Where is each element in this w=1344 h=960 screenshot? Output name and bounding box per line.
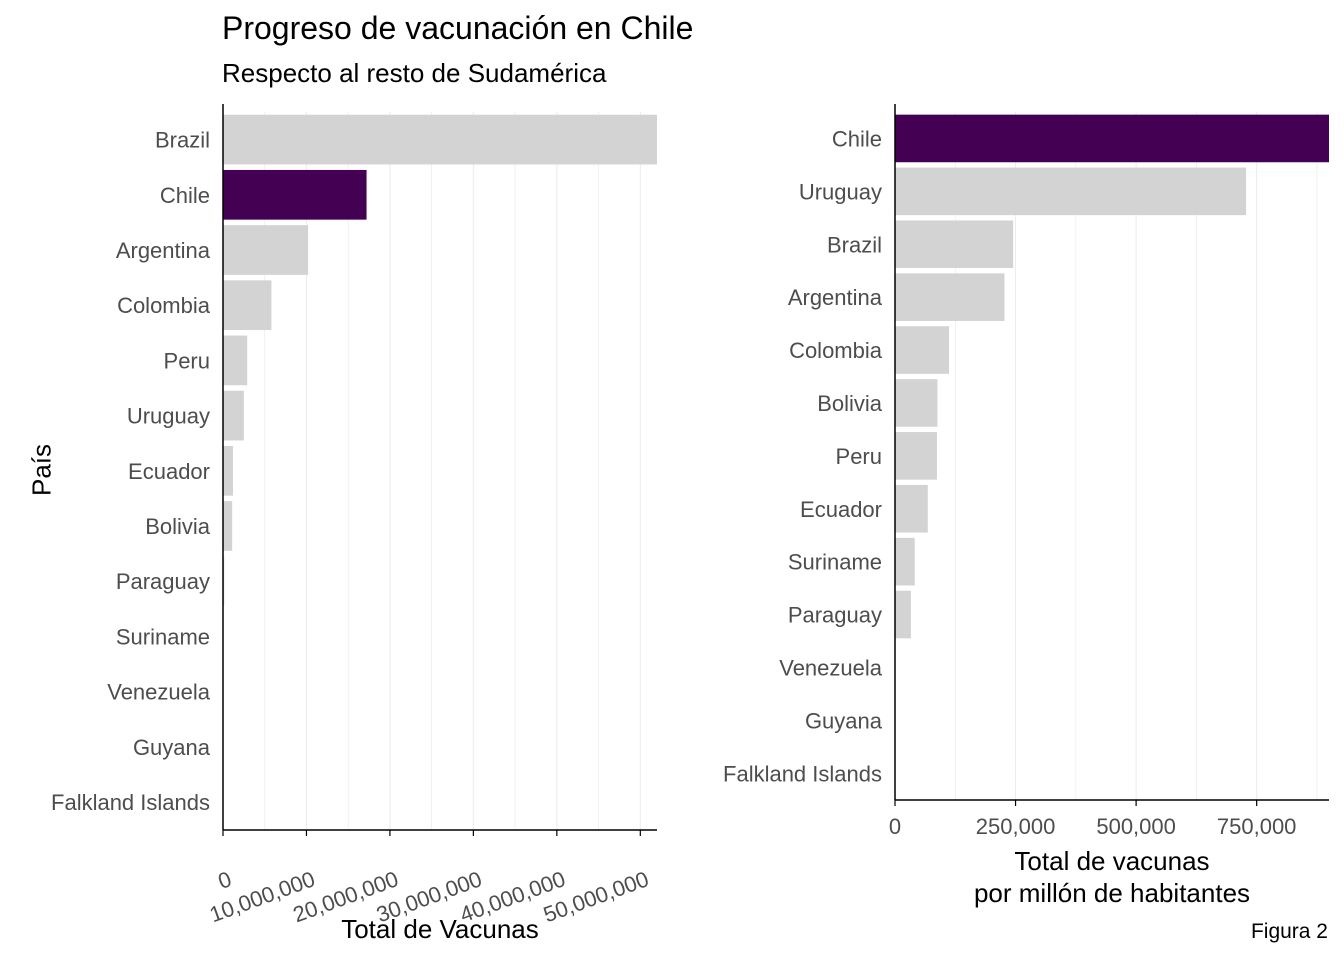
x-tick-label: 0 bbox=[215, 866, 235, 894]
figure-caption: Figura 2 bbox=[1250, 920, 1328, 943]
x-tick-label: 250,000 bbox=[976, 814, 1056, 839]
category-label: Guyana bbox=[805, 708, 883, 733]
x-tick-label: 500,000 bbox=[1096, 814, 1176, 839]
category-label: Brazil bbox=[827, 232, 882, 257]
bar-paraguay bbox=[895, 590, 911, 639]
bar-chile bbox=[223, 169, 367, 220]
category-label: Falkland Islands bbox=[51, 790, 210, 815]
bar-peru bbox=[895, 432, 937, 480]
x-tick-label: 0 bbox=[889, 814, 901, 839]
chart-subtitle: Respecto al resto de Sudamérica bbox=[222, 58, 607, 88]
bar-uruguay bbox=[895, 167, 1247, 216]
bar-ecuador bbox=[223, 445, 234, 496]
category-label: Bolivia bbox=[145, 514, 211, 539]
category-label: Paraguay bbox=[116, 569, 210, 594]
category-label: Colombia bbox=[789, 338, 883, 363]
category-label: Colombia bbox=[117, 293, 211, 318]
bar-brazil bbox=[223, 114, 657, 165]
category-label: Bolivia bbox=[817, 391, 883, 416]
bar-uruguay bbox=[223, 390, 244, 441]
x-tick-label: 750,000 bbox=[1217, 814, 1297, 839]
x-axis-title: por millón de habitantes bbox=[974, 878, 1250, 908]
category-label: Ecuador bbox=[800, 497, 882, 522]
category-label: Argentina bbox=[788, 285, 883, 310]
category-label: Suriname bbox=[116, 624, 210, 649]
chart-total-vacunas: Brazil Chile Argentina Colombia Peru Uruguay E… bbox=[51, 104, 657, 944]
bar-colombia bbox=[223, 280, 272, 331]
chart-title: Progreso de vacunación en Chile bbox=[222, 10, 694, 46]
x-axis-title: Total de vacunas bbox=[1014, 846, 1209, 876]
bar-chile bbox=[895, 114, 1329, 163]
category-label: Guyana bbox=[133, 735, 211, 760]
category-label: Ecuador bbox=[128, 459, 210, 484]
category-label: Chile bbox=[160, 183, 210, 208]
category-label: Uruguay bbox=[799, 179, 882, 204]
category-label: Peru bbox=[164, 348, 210, 373]
bar-argentina bbox=[895, 273, 1005, 321]
category-label: Paraguay bbox=[788, 603, 882, 628]
category-label: Uruguay bbox=[127, 404, 210, 429]
category-label: Suriname bbox=[788, 550, 882, 575]
bar-colombia bbox=[895, 326, 950, 374]
bar-ecuador bbox=[895, 484, 928, 533]
category-label: Venezuela bbox=[779, 655, 883, 680]
chart-vacunas-por-millon: Chile Uruguay Brazil Argentina Colombia Boliv… bbox=[723, 104, 1329, 908]
bar-peru bbox=[223, 335, 248, 386]
category-label: Brazil bbox=[155, 128, 210, 153]
bar-bolivia bbox=[223, 501, 233, 551]
category-label: Venezuela bbox=[107, 680, 211, 705]
category-label: Falkland Islands bbox=[723, 761, 882, 786]
category-label: Argentina bbox=[116, 238, 211, 263]
bar-bolivia bbox=[895, 379, 938, 427]
bar-brazil bbox=[895, 220, 1014, 269]
category-label: Peru bbox=[836, 444, 882, 469]
bar-suriname bbox=[895, 537, 915, 586]
x-axis-title: Total de Vacunas bbox=[341, 914, 539, 944]
bar-argentina bbox=[223, 225, 309, 275]
category-label: Chile bbox=[832, 126, 882, 151]
